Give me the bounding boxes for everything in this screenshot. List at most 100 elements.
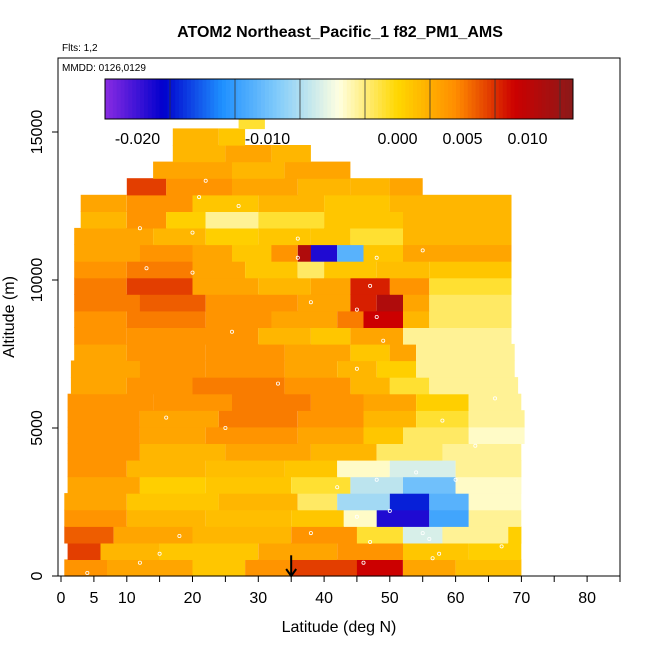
heatmap-cell <box>205 426 298 444</box>
heatmap-cell <box>80 194 127 212</box>
x-tick-label: 40 <box>315 590 333 607</box>
colorbar-swatch <box>479 79 484 119</box>
heatmap-cell <box>218 128 246 146</box>
heatmap-cell <box>310 443 377 461</box>
colorbar-swatch <box>280 79 285 119</box>
heatmap-cell <box>205 294 298 312</box>
heatmap-cell <box>337 360 377 378</box>
colorbar-swatch <box>444 79 449 119</box>
colorbar-swatch <box>424 79 430 119</box>
colorbar-swatch <box>405 79 410 119</box>
colorbar-swatch <box>471 79 476 119</box>
heatmap-cell <box>442 443 522 461</box>
heatmap-cell <box>291 526 357 544</box>
heatmap-cell <box>205 360 285 378</box>
colorbar-swatch <box>136 79 141 119</box>
colorbar-swatch <box>514 79 519 119</box>
heatmap-cell <box>337 493 390 511</box>
colorbar-swatch <box>183 79 188 119</box>
x-axis-label: Latitude (deg N) <box>282 619 397 636</box>
heatmap-cell <box>232 393 311 411</box>
colorbar-swatch <box>401 79 406 119</box>
colorbar-swatch <box>144 79 149 119</box>
colorbar-swatch <box>506 79 511 119</box>
x-tick-label: 5 <box>89 590 98 607</box>
colorbar-swatch <box>420 79 426 119</box>
colorbar-swatch <box>159 79 164 119</box>
colorbar-swatch <box>214 79 219 119</box>
heatmap-cell <box>429 277 512 295</box>
colorbar-swatch <box>222 79 227 119</box>
heatmap-cell <box>403 559 456 577</box>
heatmap-cell <box>64 526 114 544</box>
observation-point <box>420 531 425 536</box>
heatmap-cell <box>468 393 522 411</box>
colorbar-swatch <box>315 79 320 119</box>
colorbar-swatch <box>530 79 535 119</box>
colorbar-swatch <box>452 79 457 119</box>
observation-point <box>295 236 300 241</box>
observation-point <box>203 178 208 183</box>
y-tick-label: 5000 <box>29 410 46 446</box>
x-tick-label: 70 <box>513 590 531 607</box>
heatmap-cell <box>284 343 351 362</box>
heatmap-cell <box>389 493 430 511</box>
observation-point <box>354 307 359 312</box>
heatmap-cell <box>455 460 522 478</box>
colorbar-swatch <box>534 79 539 119</box>
heatmap-cell <box>271 244 298 262</box>
heatmap-cell <box>389 343 417 362</box>
heatmap-cell <box>126 327 193 345</box>
heatmap-cell <box>310 393 364 411</box>
heatmap-cell <box>126 178 167 196</box>
heatmap-cell <box>192 277 259 295</box>
x-tick-label: 0 <box>57 590 66 607</box>
heatmap-cell <box>192 377 285 395</box>
heatmap-cell <box>153 161 232 179</box>
observation-point <box>164 415 169 420</box>
heatmap-cell <box>64 509 127 527</box>
colorbar-swatch <box>233 79 238 119</box>
observation-point <box>197 195 202 200</box>
plot-frame <box>57 57 621 577</box>
observation-point <box>453 477 458 482</box>
colorbar-swatch <box>206 79 211 119</box>
x-tick-label: 10 <box>118 590 136 607</box>
heatmap-cell <box>363 426 403 444</box>
heatmap-cell <box>310 244 338 262</box>
colorbar-swatch <box>147 79 153 119</box>
heatmap-cell <box>192 194 259 212</box>
heatmap-cell <box>337 542 403 560</box>
colorbar-swatch <box>358 79 363 119</box>
colorbar-swatch <box>167 79 172 119</box>
colorbar-swatch <box>198 79 203 119</box>
heatmap-cell <box>232 178 298 196</box>
heatmap-cell <box>356 559 403 577</box>
heatmap-cell <box>350 343 390 362</box>
observation-point <box>414 470 419 475</box>
observation-point <box>381 338 386 343</box>
heatmap-cell <box>442 526 509 544</box>
heatmap-cell <box>297 410 364 428</box>
heatmap-cell <box>363 410 417 428</box>
heatmap-cell <box>337 310 364 328</box>
heatmap-cell <box>139 476 206 494</box>
heatmap-cell <box>67 542 101 560</box>
colorbar-swatch <box>487 79 492 119</box>
heatmap-cell <box>80 211 127 229</box>
heatmap-cell <box>172 128 219 146</box>
heatmap-cell <box>271 145 311 163</box>
heatmap-cell <box>225 145 272 163</box>
heatmap-cell <box>324 211 403 229</box>
heatmap-cell <box>350 277 390 295</box>
observation-point <box>137 226 142 231</box>
heatmap-cell <box>126 310 206 328</box>
heatmap-cell <box>416 393 469 411</box>
heatmap-cell <box>67 476 140 494</box>
heatmap-cell <box>324 194 390 212</box>
colorbar-swatch <box>467 79 472 119</box>
observation-point <box>229 329 234 334</box>
colorbar-swatch <box>561 79 566 119</box>
x-tick-label: 20 <box>184 590 202 607</box>
heatmap-cell <box>363 310 403 328</box>
